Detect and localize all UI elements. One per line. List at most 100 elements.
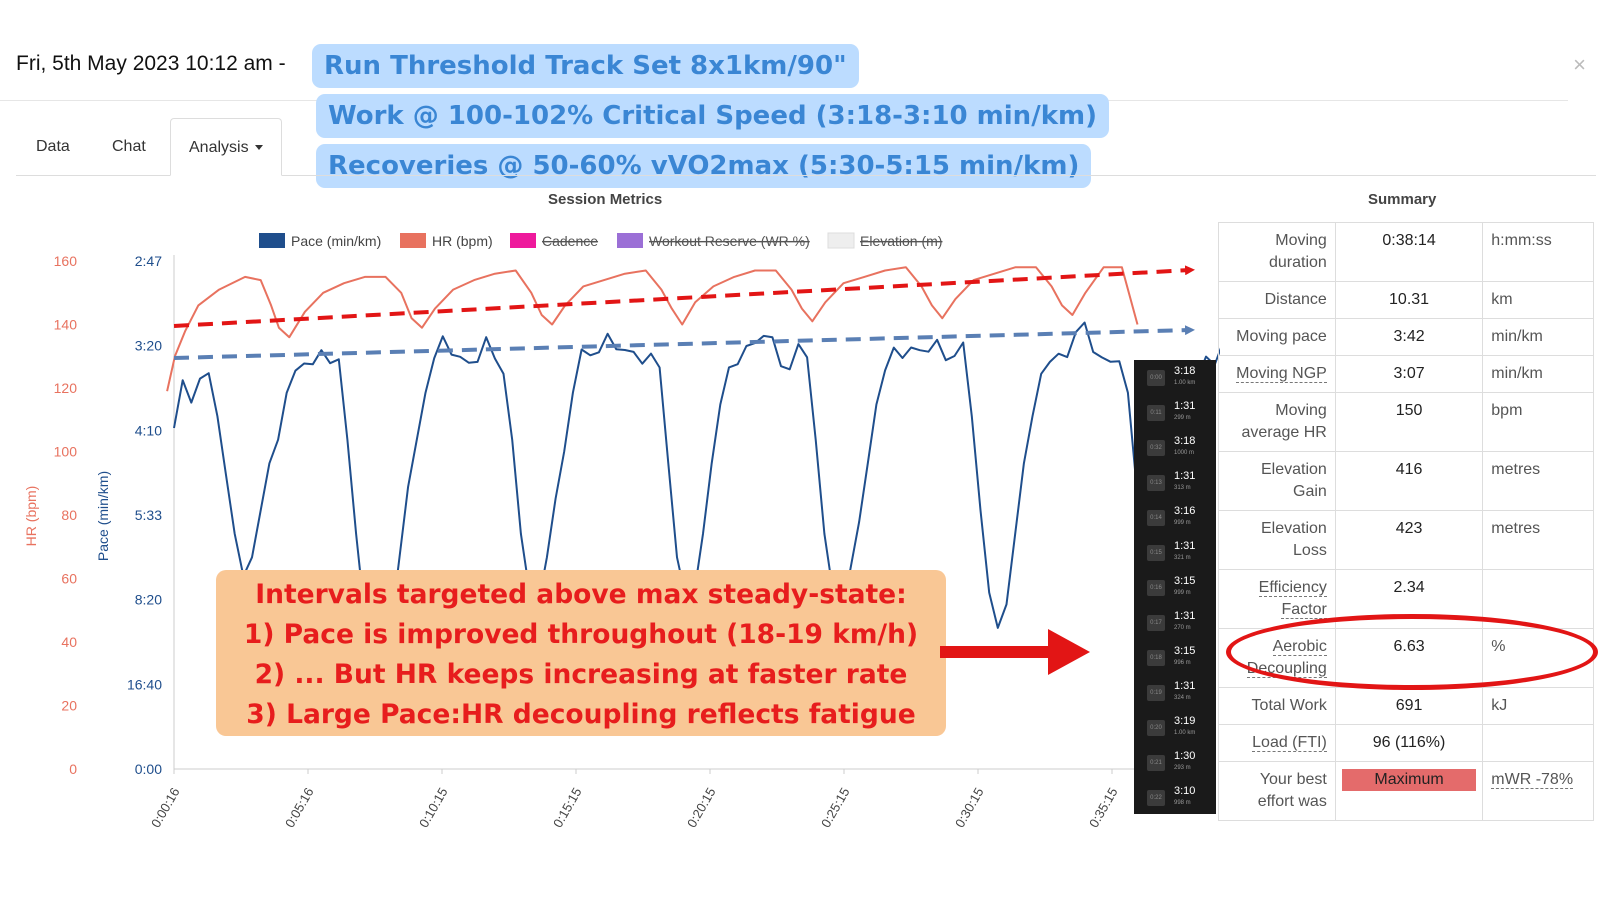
legend-label[interactable]: Pace (min/km) [291,233,381,249]
summary-label: Moving NGP [1218,355,1336,393]
lap-row[interactable]: 0:14 3:16 999 m [1134,502,1216,538]
lap-distance: 999 m [1174,590,1191,596]
legend-swatch[interactable] [827,232,855,249]
lap-time: 3:16 [1174,505,1196,517]
summary-row: Elevation Gain 416 metres [1218,451,1594,511]
summary-row: Elevation Loss 423 metres [1218,510,1594,570]
lap-time: 1:30 [1174,750,1196,762]
pace-tick-label: 5:33 [135,507,162,523]
callout-line-2: 1) Pace is improved throughout (18-19 km… [243,619,919,650]
legend-label[interactable]: Workout Reserve (WR %) [649,233,810,249]
x-tick-label: 0:00:16 [148,785,183,830]
lap-time: 1:31 [1174,540,1196,552]
summary-unit: kJ [1482,687,1594,725]
summary-row: Moving average HR 150 bpm [1218,392,1594,452]
summary-label-text: Your best effort was [1257,771,1327,810]
work-description-pill: Work @ 100-102% Critical Speed (3:18-3:1… [316,94,1109,138]
hr-tick-label: 80 [61,507,77,523]
lap-index: 0:15 [1147,545,1165,561]
summary-unit-text: metres [1491,520,1541,537]
summary-value: 96 (116%) [1334,724,1484,762]
session-date: Fri, 5th May 2023 10:12 am - [16,52,286,75]
hr-tick-label: 140 [54,317,78,333]
tab-chat[interactable]: Chat [112,138,146,155]
x-tick-label: 0:20:15 [684,785,719,830]
summary-label: Moving duration [1218,222,1336,282]
legend-swatch[interactable] [400,233,426,248]
summary-label: Efficiency Factor [1218,569,1336,629]
lap-row[interactable]: 0:17 1:31 270 m [1134,607,1216,643]
lap-time: 1:31 [1174,470,1196,482]
legend-label[interactable]: Elevation (m) [860,233,942,249]
lap-time: 3:19 [1174,715,1196,727]
hr-tick-label: 40 [61,634,77,650]
summary-label-text[interactable]: Load (FTI) [1252,734,1327,752]
lap-row[interactable]: 0:22 3:10 998 m [1134,782,1216,818]
summary-row: Distance 10.31 km [1218,281,1594,319]
summary-table: Moving duration 0:38:14 h:mm:ss Distance 10.… [1218,222,1594,821]
legend-swatch[interactable] [510,233,536,248]
x-tick-label: 0:25:15 [818,785,853,830]
summary-label: Moving average HR [1218,392,1336,452]
lap-row[interactable]: 0:32 3:18 1000 m [1134,432,1216,468]
summary-unit: mWR -78% [1482,761,1594,821]
aerobic-decoupling-highlight [1226,614,1598,690]
close-icon[interactable]: × [1573,52,1586,77]
summary-row: Load (FTI) 96 (116%) [1218,724,1594,762]
lap-distance: 313 m [1174,485,1191,491]
lap-time: 3:10 [1174,785,1196,797]
summary-unit-text[interactable]: mWR -78% [1491,771,1574,789]
lap-row[interactable]: 0:19 1:31 324 m [1134,677,1216,713]
summary-label: Moving pace [1218,318,1336,356]
legend-swatch[interactable] [617,233,643,248]
summary-unit: metres [1482,510,1594,570]
summary-label-text[interactable]: Efficiency Factor [1258,579,1327,619]
summary-unit-text: min/km [1491,365,1543,382]
summary-label-text[interactable]: Moving NGP [1236,365,1327,383]
lap-row[interactable]: 0:21 1:30 293 m [1134,747,1216,783]
summary-unit: bpm [1482,392,1594,452]
summary-row: Moving duration 0:38:14 h:mm:ss [1218,222,1594,282]
lap-row[interactable]: 0:00 3:18 1.00 km [1134,362,1216,398]
lap-time: 1:31 [1174,680,1196,692]
summary-label-text: Total Work [1251,697,1327,714]
x-tick-label: 0:30:15 [952,785,987,830]
best-effort-badge: Maximum [1341,769,1477,791]
legend-swatch[interactable] [259,233,285,248]
lap-row[interactable]: 0:13 1:31 313 m [1134,467,1216,503]
summary-unit: h:mm:ss [1482,222,1594,282]
legend-label[interactable]: Cadence [542,233,598,249]
summary-label-text: Moving average HR [1241,402,1327,441]
legend-label[interactable]: HR (bpm) [432,233,493,249]
summary-unit-text: bpm [1491,402,1523,419]
hr-tick-label: 20 [61,698,77,714]
summary-unit [1482,724,1594,762]
tab-analysis[interactable]: Analysis [170,118,282,176]
summary-label-text: Moving pace [1236,328,1327,345]
summary-value: 423 [1334,510,1484,570]
lap-row[interactable]: 0:11 1:31 299 m [1134,397,1216,433]
chevron-down-icon [254,145,263,151]
summary-value: Maximum [1334,761,1484,821]
summary-value: 10.31 [1334,281,1484,319]
summary-unit-text: km [1491,291,1513,308]
lap-row[interactable]: 0:20 3:19 1.00 km [1134,712,1216,748]
summary-unit: min/km [1482,355,1594,393]
lap-row[interactable]: 0:15 1:31 321 m [1134,537,1216,573]
tab-data[interactable]: Data [36,138,70,155]
summary-unit-text: metres [1491,461,1541,478]
lap-row[interactable]: 0:16 3:15 999 m [1134,572,1216,608]
lap-time: 3:15 [1174,645,1196,657]
lap-time: 3:18 [1174,435,1196,447]
lap-row[interactable]: 0:18 3:15 996 m [1134,642,1216,678]
summary-unit: metres [1482,451,1594,511]
pace-tick-label: 16:40 [127,676,162,692]
pace-tick-label: 3:20 [135,338,162,354]
lap-distance: 999 m [1174,520,1191,526]
lap-distance: 293 m [1174,765,1191,771]
summary-value: 0:38:14 [1334,222,1484,282]
summary-unit-text: h:mm:ss [1491,232,1552,249]
summary-value: 3:07 [1334,355,1484,393]
summary-title: Summary [1368,191,1437,208]
lap-index: 0:17 [1147,615,1165,631]
